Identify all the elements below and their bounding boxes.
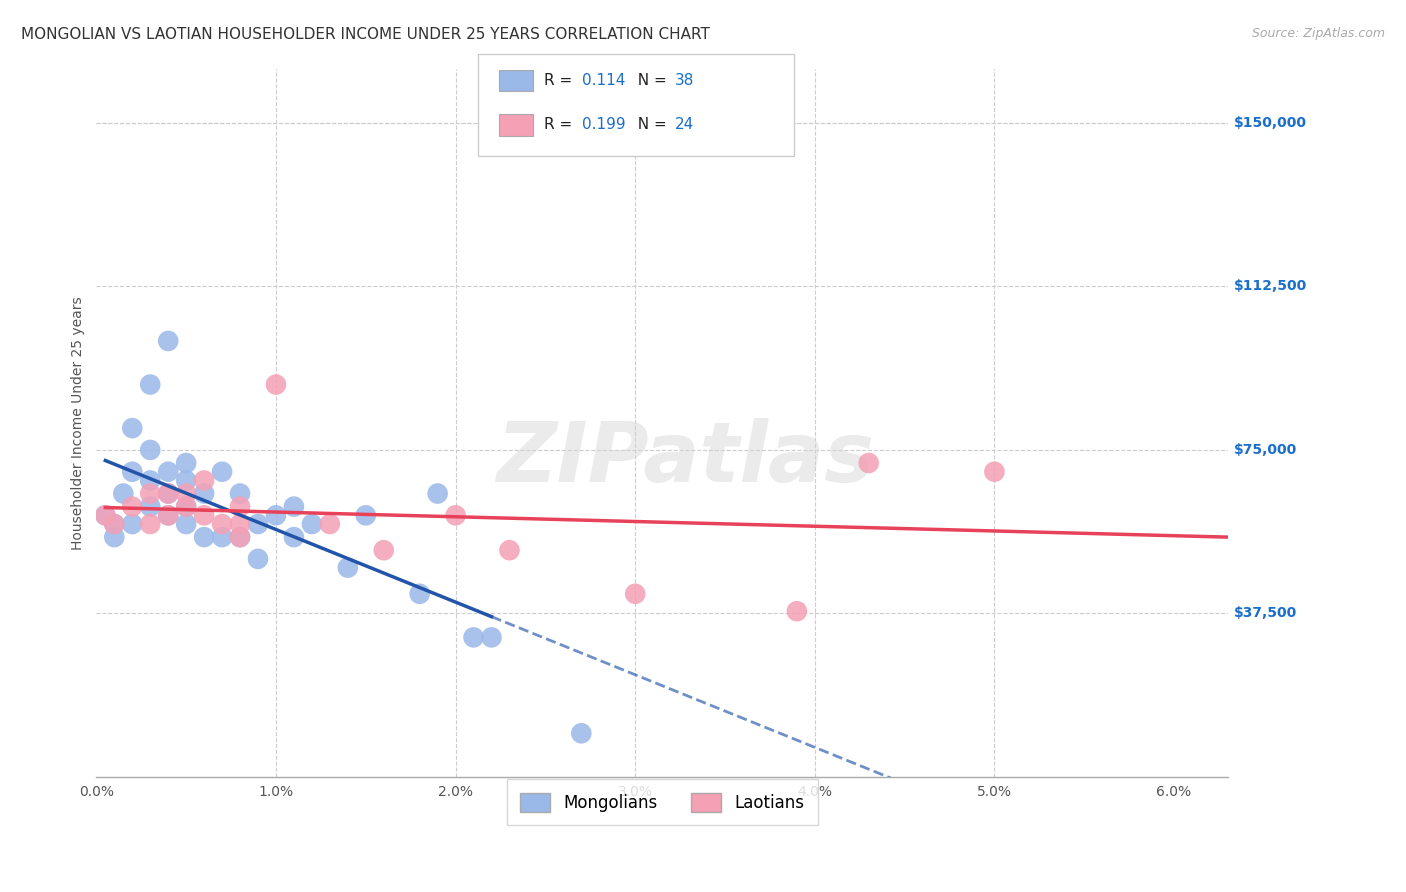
Point [157, 334, 180, 348]
Text: R =: R = [544, 73, 578, 87]
Point [139, 500, 162, 514]
Point [121, 465, 143, 479]
Point [229, 486, 252, 500]
Point [193, 486, 215, 500]
Point [139, 377, 162, 392]
Point [858, 456, 880, 470]
Point [211, 530, 233, 544]
Text: N =: N = [628, 73, 672, 87]
Point [211, 465, 233, 479]
Text: N =: N = [628, 118, 672, 132]
Point [247, 516, 270, 531]
Point [121, 421, 143, 435]
Point [301, 516, 323, 531]
Point [157, 508, 180, 523]
Point [193, 474, 215, 488]
Point [174, 516, 197, 531]
Point [247, 552, 270, 566]
Point [121, 516, 143, 531]
Point [498, 543, 520, 558]
Point [139, 486, 162, 500]
Point [139, 474, 162, 488]
Text: 0.199: 0.199 [582, 118, 626, 132]
Point [112, 486, 135, 500]
Point [264, 377, 287, 392]
Point [336, 560, 359, 574]
Point [94, 508, 117, 523]
Point [174, 456, 197, 470]
Point [229, 530, 252, 544]
Point [569, 726, 592, 740]
Point [229, 530, 252, 544]
Point [264, 508, 287, 523]
Point [408, 587, 430, 601]
Point [481, 631, 503, 645]
Legend: Mongolians, Laotians: Mongolians, Laotians [506, 780, 818, 825]
Point [229, 500, 252, 514]
Text: 24: 24 [675, 118, 695, 132]
Text: $150,000: $150,000 [1233, 116, 1306, 130]
Point [103, 530, 125, 544]
Point [174, 474, 197, 488]
Point [157, 465, 180, 479]
Text: R =: R = [544, 118, 578, 132]
Text: MONGOLIAN VS LAOTIAN HOUSEHOLDER INCOME UNDER 25 YEARS CORRELATION CHART: MONGOLIAN VS LAOTIAN HOUSEHOLDER INCOME … [21, 27, 710, 42]
Point [319, 516, 342, 531]
Point [786, 604, 808, 618]
Point [354, 508, 377, 523]
Text: $75,000: $75,000 [1233, 443, 1296, 457]
Point [157, 508, 180, 523]
Point [283, 530, 305, 544]
Text: $112,500: $112,500 [1233, 279, 1306, 293]
Text: ZIPatlas: ZIPatlas [496, 417, 873, 499]
Point [174, 486, 197, 500]
Point [139, 516, 162, 531]
Point [193, 508, 215, 523]
Y-axis label: Householder Income Under 25 years: Householder Income Under 25 years [72, 296, 86, 549]
Point [174, 500, 197, 514]
Text: 38: 38 [675, 73, 695, 87]
Point [211, 516, 233, 531]
Point [139, 442, 162, 457]
Point [283, 500, 305, 514]
Point [373, 543, 395, 558]
Point [174, 500, 197, 514]
Point [229, 516, 252, 531]
Point [157, 486, 180, 500]
Text: $37,500: $37,500 [1233, 607, 1296, 621]
Point [103, 516, 125, 531]
Point [157, 486, 180, 500]
Point [121, 500, 143, 514]
Point [463, 631, 485, 645]
Point [624, 587, 647, 601]
Text: Source: ZipAtlas.com: Source: ZipAtlas.com [1251, 27, 1385, 40]
Point [103, 516, 125, 531]
Point [426, 486, 449, 500]
Point [444, 508, 467, 523]
Point [983, 465, 1005, 479]
Point [193, 530, 215, 544]
Point [94, 508, 117, 523]
Text: 0.114: 0.114 [582, 73, 626, 87]
